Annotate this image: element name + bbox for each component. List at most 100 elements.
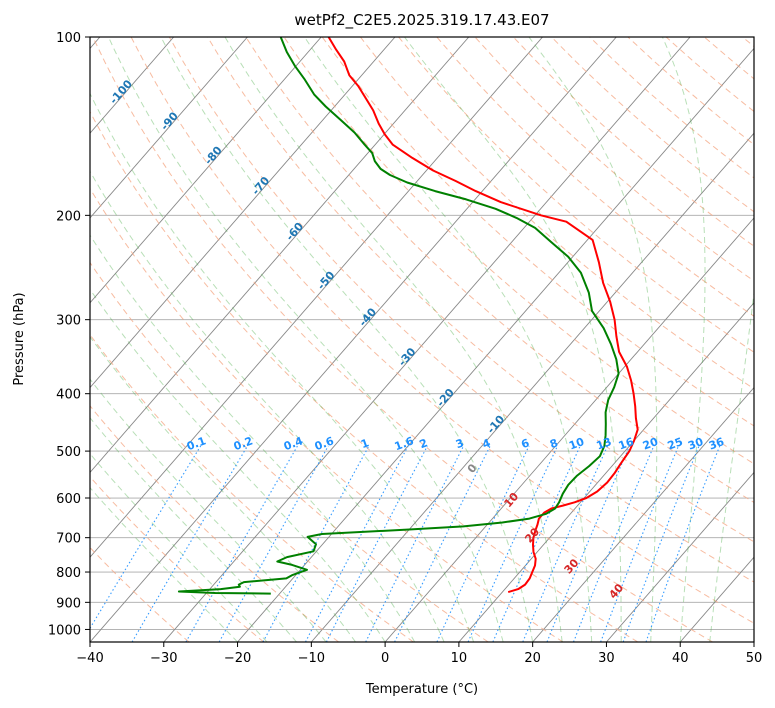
mixing-ratio-label: 4 — [481, 436, 493, 451]
moist-adiabat-line — [90, 378, 327, 642]
mixing-ratio-line — [436, 445, 530, 642]
mixing-ratio-label: 20 — [641, 435, 660, 453]
moist-adiabat-label: 20 — [522, 525, 542, 545]
dry-adiabat-line — [90, 546, 190, 642]
dry-adiabat-line — [207, 37, 754, 543]
mixing-ratio-label: 10 — [567, 435, 586, 453]
isotherm-line — [606, 471, 754, 642]
moist-adiabat-label: 10 — [501, 490, 521, 510]
mixing-ratio-label: 30 — [686, 435, 705, 453]
dry-adiabat-line — [90, 333, 414, 642]
mixing-ratio-line — [394, 445, 491, 642]
dry-adiabat-line — [245, 37, 754, 504]
dry-adiabat-line — [474, 37, 754, 282]
isotherm-line — [90, 37, 617, 642]
isotherm-line — [90, 37, 248, 219]
mixing-ratio-line — [131, 445, 249, 642]
axes: −40 −30 −20 −10 0 10 20 30 40 5010020030040050060… — [48, 31, 762, 666]
mixing-ratio-label: 6 — [519, 436, 531, 451]
mixing-ratio-line — [325, 445, 428, 642]
mixing-ratio-line — [622, 445, 700, 642]
chart-title: wetPf2_C2E5.2025.319.17.43.E07 — [294, 11, 549, 30]
mixing-ratio-line — [218, 445, 329, 642]
dry-adiabat-label: -90 — [158, 109, 181, 133]
dry-adiabat-label: -30 — [396, 345, 419, 369]
y-tick-label: 800 — [56, 566, 81, 581]
isotherm-line — [90, 37, 470, 474]
mixing-ratio-line — [365, 445, 465, 642]
mixing-ratio-label: 1 — [359, 436, 371, 451]
moist-adiabat-line — [404, 37, 622, 642]
dry-adiabat-label: -80 — [202, 144, 225, 168]
isotherm-line — [532, 386, 754, 642]
mixing-ratio-line — [645, 445, 721, 642]
moist-adiabat-line — [90, 92, 475, 642]
moist-adiabat-line — [90, 234, 416, 642]
y-tick-label: 300 — [56, 314, 81, 329]
mixing-ratio-label: 13 — [595, 435, 614, 452]
mixing-ratio-label: 0.1 — [185, 434, 208, 453]
dry-adiabat-label: -70 — [249, 174, 272, 198]
moist-adiabat-line — [90, 453, 268, 642]
mixing-ratio-line — [522, 445, 609, 642]
isotherm-line — [163, 37, 691, 642]
moist-adiabat-label: 0 — [465, 461, 480, 476]
moist-adiabat-line — [108, 37, 504, 642]
isotherm-line — [90, 37, 543, 558]
moist-adiabat-line — [709, 289, 754, 642]
isotherm-line — [458, 302, 754, 642]
dry-adiabat-line — [742, 37, 754, 48]
moist-adiabat-line — [304, 37, 593, 642]
moist-adiabat-line — [661, 37, 706, 642]
dry-adiabat-label: -50 — [315, 269, 338, 293]
mixing-ratio-label: 25 — [666, 435, 685, 452]
data-series — [177, 37, 639, 595]
dry-adiabat-line — [90, 110, 639, 642]
x-tick-label: 50 — [746, 651, 763, 666]
dry-adiabat-line — [90, 405, 339, 642]
dry-adiabat-label: -100 — [107, 77, 135, 107]
x-axis-label: Temperature (°C) — [365, 682, 478, 697]
mixing-ratio-label: 0.4 — [282, 434, 305, 453]
isotherm-line — [90, 37, 396, 389]
isotherm-line — [310, 132, 754, 642]
mixing-ratio-label: 0.6 — [313, 434, 336, 453]
dry-adiabat-label: -60 — [283, 220, 306, 244]
moist-adiabat-line — [160, 37, 534, 642]
x-tick-label: −10 — [298, 651, 325, 666]
moist-adiabat-line — [90, 335, 356, 642]
mixing-ratio-line — [492, 445, 581, 642]
dry-adiabat-label: -20 — [434, 386, 457, 410]
x-tick-label: 0 — [381, 651, 389, 666]
x-tick-label: −30 — [150, 651, 177, 666]
y-tick-label: 500 — [56, 445, 81, 460]
moist-adiabat-line — [90, 486, 238, 642]
mixing-ratio-label: 2 — [418, 436, 430, 451]
moist-adiabat-label: 40 — [606, 581, 626, 601]
dry-adiabat-label: -40 — [356, 305, 379, 329]
x-tick-label: 40 — [672, 651, 689, 666]
dry-adiabat-line — [436, 37, 754, 317]
moist-adiabat-label: 30 — [562, 556, 582, 576]
y-tick-label: 600 — [56, 492, 81, 507]
dry-adiabat-line — [130, 37, 754, 624]
mixing-ratio-line — [546, 445, 631, 642]
dry-adiabat-line — [703, 37, 754, 80]
dry-adiabat-line — [90, 261, 489, 642]
mixing-ratio-label: 0.2 — [232, 434, 255, 453]
x-tick-label: −20 — [224, 651, 251, 666]
mixing-ratio-line — [305, 445, 409, 642]
isotherm-line — [753, 641, 754, 642]
mixing-ratio-label: 36 — [707, 435, 726, 453]
dry-adiabat-line — [90, 475, 265, 642]
temperature-profile-line — [327, 37, 639, 594]
dry-adiabat-line — [360, 37, 754, 390]
dewpoint-profile-line — [177, 37, 620, 595]
isotherm-line — [90, 37, 322, 304]
plot-area — [90, 37, 754, 642]
plot-frame — [89, 36, 755, 643]
moist-adiabat-line — [90, 417, 297, 642]
mixing-ratio-line — [185, 445, 298, 642]
y-tick-label: 100 — [56, 31, 81, 46]
